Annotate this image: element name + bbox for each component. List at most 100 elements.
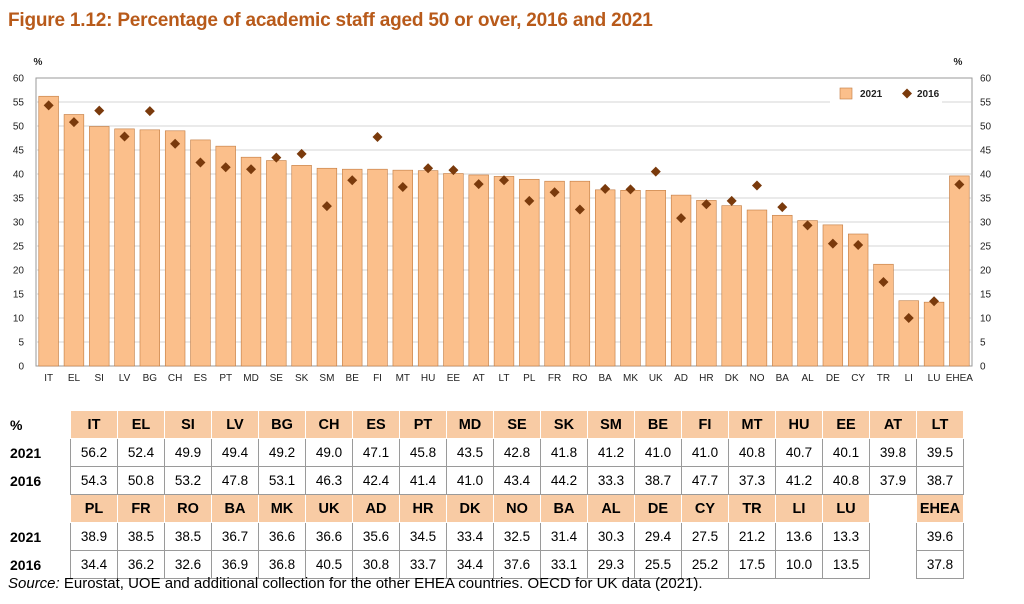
bar-2021 xyxy=(797,220,818,367)
y-tick-label-right: 35 xyxy=(980,194,992,205)
country-header: DK xyxy=(446,494,494,523)
category-label: DK xyxy=(725,373,739,384)
value-cell: 40.7 xyxy=(775,438,823,467)
value-cell: 33.7 xyxy=(399,550,447,579)
value-cell: 44.2 xyxy=(540,466,588,495)
marker-2016 xyxy=(549,187,560,198)
marker-2016 xyxy=(43,100,54,111)
marker-2016 xyxy=(676,213,687,224)
y-tick-label-right: 30 xyxy=(980,218,992,229)
value-cell: 37.3 xyxy=(728,466,776,495)
marker-2016 xyxy=(448,165,459,176)
marker-2016 xyxy=(751,180,762,191)
category-label: HU xyxy=(421,373,435,384)
value-cell: 49.0 xyxy=(305,438,353,467)
country-header: BG xyxy=(258,410,306,439)
marker-2016 xyxy=(726,195,737,206)
marker-2016 xyxy=(499,175,509,186)
bar-2021 xyxy=(746,209,768,367)
marker-2016 xyxy=(246,164,257,175)
category-label: MK xyxy=(623,373,638,384)
value-cell: 41.2 xyxy=(587,438,635,467)
marker-2016 xyxy=(600,183,611,194)
marker-2016 xyxy=(954,179,965,190)
y-tick-label-left: 50 xyxy=(13,122,25,133)
marker-2016 xyxy=(777,202,788,213)
category-label: CY xyxy=(851,373,865,384)
value-cell: 36.6 xyxy=(258,522,306,551)
marker-2016 xyxy=(271,152,282,163)
marker-2016 xyxy=(625,184,636,195)
country-header: EE xyxy=(822,410,870,439)
category-label: FR xyxy=(548,373,561,384)
value-cell: 21.2 xyxy=(728,522,776,551)
value-cell: 36.8 xyxy=(258,550,306,579)
value-cell: 41.0 xyxy=(634,438,682,467)
category-label: PT xyxy=(219,373,232,384)
value-cell: 36.2 xyxy=(117,550,165,579)
category-label: MT xyxy=(396,373,410,384)
marker-2016 xyxy=(372,132,383,143)
country-header: TR xyxy=(728,494,776,523)
legend-label-2021: 2021 xyxy=(860,89,883,100)
value-cell: 17.5 xyxy=(728,550,776,579)
country-header: FI xyxy=(681,410,729,439)
y-tick-label-right: 60 xyxy=(980,74,992,85)
table-row: % IT EL SI LV BG CH ES PT MD SE SK SM BE FI MT HU EE AT LT xyxy=(8,410,964,439)
bar-2021 xyxy=(620,190,641,367)
y-tick-label-right: 0 xyxy=(980,362,986,373)
country-header: CH xyxy=(305,410,353,439)
category-label: SE xyxy=(270,373,284,384)
value-cell: 25.5 xyxy=(634,550,682,579)
category-label: PL xyxy=(523,373,536,384)
bar-2021 xyxy=(114,128,135,367)
value-cell: 30.3 xyxy=(587,522,635,551)
value-cell: 32.5 xyxy=(493,522,541,551)
country-header: AL xyxy=(587,494,635,523)
category-label: BE xyxy=(346,373,360,384)
value-cell: 10.0 xyxy=(775,550,823,579)
bar-2021 xyxy=(772,214,793,367)
category-label: BG xyxy=(143,373,158,384)
country-header: PT xyxy=(399,410,447,439)
category-label: CH xyxy=(168,373,182,384)
year-label: 2016 xyxy=(10,472,42,489)
bar-2021 xyxy=(316,167,338,367)
marker-2016 xyxy=(423,163,434,174)
y-tick-label-right: 15 xyxy=(980,290,992,301)
marker-2016 xyxy=(195,157,206,168)
value-cell: 41.0 xyxy=(446,466,494,495)
marker-2016 xyxy=(929,296,940,307)
bar-2021 xyxy=(342,168,363,367)
y-tick-label-right: 5 xyxy=(980,338,986,349)
bar-2021 xyxy=(493,176,515,367)
value-cell: 42.4 xyxy=(352,466,400,495)
table-row: 2021 56.2 52.4 49.9 49.4 49.2 49.0 47.1 45.8 43.5… xyxy=(8,438,964,467)
value-cell: 49.4 xyxy=(211,438,259,467)
bar-2021 xyxy=(923,301,945,367)
category-label: NO xyxy=(749,373,764,384)
value-cell: 43.5 xyxy=(446,438,494,467)
bar-2021 xyxy=(898,300,919,367)
marker-2016 xyxy=(94,105,105,116)
value-cell: 41.2 xyxy=(775,466,823,495)
bar-2021 xyxy=(266,160,287,367)
legend-label-2016: 2016 xyxy=(917,89,940,100)
legend-swatch-2021 xyxy=(839,87,853,100)
category-label: SK xyxy=(295,373,309,384)
y-tick-label-right: 50 xyxy=(980,122,992,133)
source-note: Source: Eurostat, UOE and additional col… xyxy=(8,575,703,592)
marker-2016 xyxy=(220,162,231,173)
data-table: % IT EL SI LV BG CH ES PT MD SE SK SM BE FI MT HU EE AT LT 2… xyxy=(8,410,964,579)
value-cell: 54.3 xyxy=(70,466,118,495)
category-label: SI xyxy=(95,373,104,384)
value-cell: 37.6 xyxy=(493,550,541,579)
country-header: NO xyxy=(493,494,541,523)
marker-2016 xyxy=(144,106,155,117)
country-header: SE xyxy=(493,410,541,439)
bar-2021 xyxy=(847,233,869,367)
category-label: SM xyxy=(319,373,334,384)
value-cell: 13.3 xyxy=(822,522,870,551)
marker-2016 xyxy=(170,138,181,149)
